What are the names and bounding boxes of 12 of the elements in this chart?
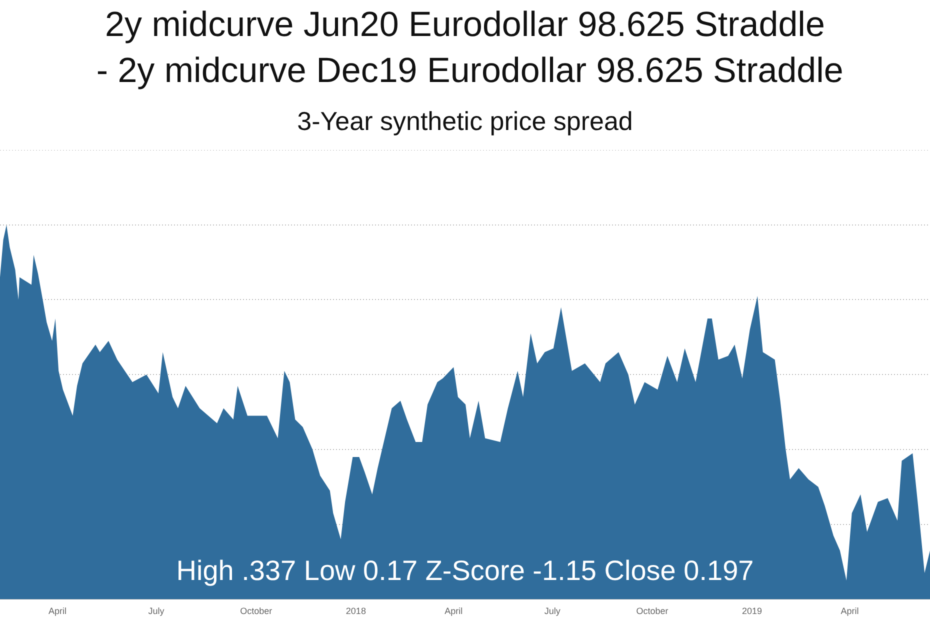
x-tick-label: 2019 [742,606,762,616]
annotation: High .337 Low 0.17 Z-Score -1.15 Close 0.197 [175,555,755,587]
x-tick-label: April [840,606,859,616]
x-tick-label: April [444,606,463,616]
x-tick-label: 2018 [346,606,366,616]
x-tick-label: October [636,606,668,616]
x-tick-label: July [148,606,165,616]
chart-title: 2y midcurve Jun20 Eurodollar 98.625 Straddle - 2y midcurve Dec19 Eurodollar 98.625 Straddle [95,4,844,92]
x-tick-label: October [240,606,272,616]
chart-subtitle: 3-Year synthetic price spread [296,106,634,137]
x-tick-label: April [48,606,67,616]
x-tick-label: July [544,606,561,616]
